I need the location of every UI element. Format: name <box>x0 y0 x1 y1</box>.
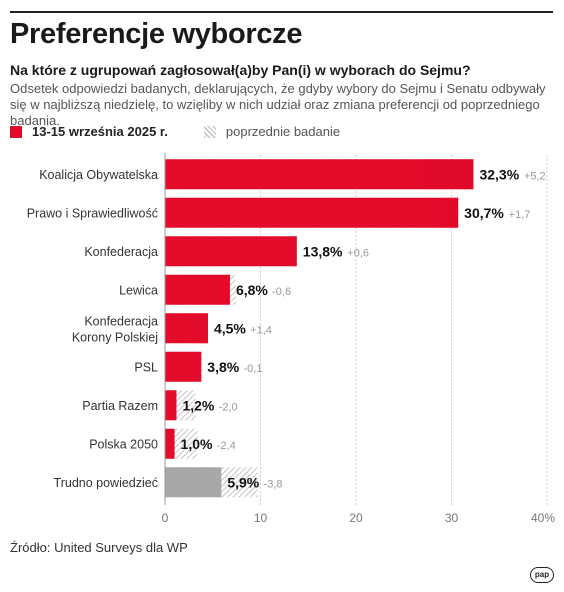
legend-swatch-previous <box>203 125 216 138</box>
category-label: Partia Razem <box>82 399 158 413</box>
change-label: -3,8 <box>264 478 283 490</box>
bar-current <box>165 351 202 382</box>
change-label: -2,0 <box>219 401 238 413</box>
change-label: +1,7 <box>509 209 531 221</box>
x-tick-label: 40% <box>531 511 555 525</box>
bar-gain-overlay <box>423 159 474 190</box>
chart-title: Preferencje wyborcze <box>10 18 303 50</box>
x-tick-label: 0 <box>162 511 169 525</box>
change-label: -0,6 <box>272 286 291 298</box>
bar-current <box>165 274 230 305</box>
category-label: Konfederacja <box>84 245 158 259</box>
legend-label-previous: poprzednie badanie <box>225 124 341 139</box>
legend-swatch-current <box>10 125 22 138</box>
bar-gain-overlay <box>291 236 297 267</box>
x-tick-label: 10 <box>254 511 268 525</box>
value-label: 5,9% <box>227 474 259 490</box>
bar-current <box>165 197 459 228</box>
value-label: 1,0% <box>181 436 213 452</box>
change-label: +5,2 <box>524 170 546 182</box>
chart-subtitle: Na które z ugrupowań zagłosował(a)by Pan… <box>10 62 471 78</box>
bar-gain-overlay <box>441 197 459 228</box>
top-rule <box>10 11 553 13</box>
bar-current <box>165 467 222 498</box>
pap-logo: pap <box>530 567 554 583</box>
x-tick-label: 20 <box>349 511 363 525</box>
category-label: Koalicja Obywatelska <box>39 168 158 182</box>
category-label: Lewica <box>119 283 158 297</box>
change-label: -0,1 <box>243 363 262 375</box>
change-label: +0,6 <box>347 247 369 259</box>
bar-current <box>165 159 474 190</box>
value-label: 4,5% <box>214 320 246 336</box>
legend-label-current: 13-15 września 2025 r. <box>32 124 168 139</box>
x-tick-label: 30 <box>445 511 459 525</box>
source-note: Źródło: United Surveys dla WP <box>10 540 188 555</box>
bar-current <box>165 236 297 267</box>
legend: 13-15 września 2025 r. poprzednie badani… <box>10 124 340 139</box>
category-label: Konfederacja Korony Polskiej <box>72 314 158 344</box>
bar-gain-overlay <box>194 313 208 344</box>
bar-current <box>165 390 177 421</box>
value-label: 3,8% <box>207 359 239 375</box>
value-label: 6,8% <box>236 282 268 298</box>
category-label: PSL <box>134 360 158 374</box>
category-label: Polska 2050 <box>89 437 158 451</box>
change-label: +1,4 <box>250 324 272 336</box>
value-label: 1,2% <box>182 397 214 413</box>
value-label: 30,7% <box>464 205 504 221</box>
change-label: -2,4 <box>217 440 236 452</box>
value-label: 13,8% <box>303 243 343 259</box>
chart-description: Odsetek odpowiedzi badanych, deklarujący… <box>10 81 546 128</box>
category-label: Trudno powiedzieć <box>54 476 158 490</box>
value-label: 32,3% <box>479 166 519 182</box>
category-label: Prawo i Sprawiedliwość <box>27 206 158 220</box>
bar-current <box>165 428 175 459</box>
